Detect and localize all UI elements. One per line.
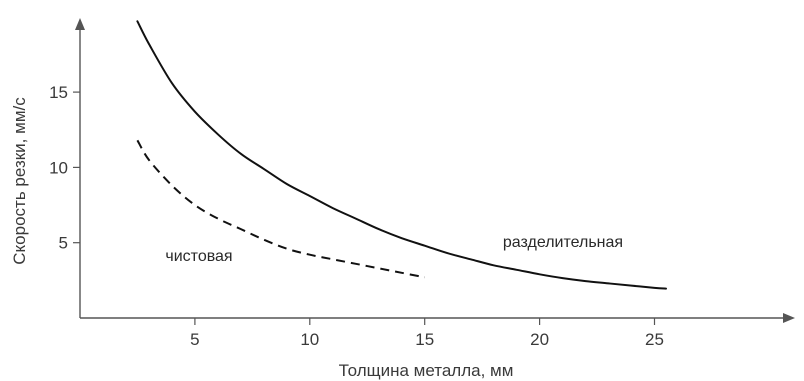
x-tick-label: 25 bbox=[645, 330, 664, 349]
y-tick-label: 15 bbox=[49, 83, 68, 102]
x-tick-label: 15 bbox=[415, 330, 434, 349]
x-axis-label: Толщина металла, мм bbox=[339, 361, 514, 380]
x-tick-label: 20 bbox=[530, 330, 549, 349]
y-ticks: 5 10 15 bbox=[49, 83, 80, 253]
x-axis-arrow bbox=[783, 313, 795, 323]
y-axis-label: Скорость резки, мм/с bbox=[10, 97, 29, 265]
y-axis-arrow bbox=[75, 18, 85, 30]
series-label-razdelitelnaya: разделительная bbox=[503, 234, 623, 251]
series-lines bbox=[136, 20, 667, 290]
x-ticks: 5 10 15 20 25 bbox=[190, 318, 664, 349]
x-tick-label: 5 bbox=[190, 330, 199, 349]
y-tick-label: 5 bbox=[59, 234, 68, 253]
y-tick-label: 10 bbox=[49, 158, 68, 177]
series-line-razdelitelnaya bbox=[136, 20, 667, 290]
x-tick-label: 10 bbox=[300, 330, 319, 349]
series-label-chistovaya: чистовая bbox=[165, 248, 232, 265]
